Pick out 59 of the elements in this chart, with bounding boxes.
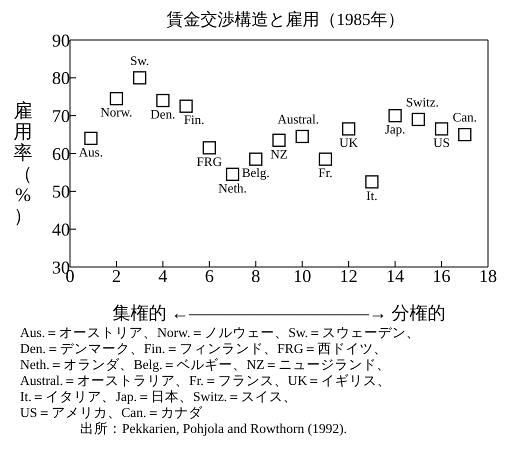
y-tick-label: 80 [52, 68, 70, 88]
text: 出所：Pekkarien, Pohjola and Rowthorn (1992). [80, 421, 348, 437]
annotation: Austral. [277, 111, 319, 126]
point [179, 100, 193, 113]
point [84, 132, 98, 146]
point [133, 71, 146, 84]
annotation: Fin. [184, 112, 204, 128]
annotation: Den. [150, 106, 176, 122]
annotation: Fr. [318, 165, 332, 180]
point [296, 130, 309, 144]
text: Aus.＝オーストリア、Norw.＝ノルウェー、Sw.＝スウェーデン、 [20, 325, 422, 341]
text: It.＝イタリア、Jap.＝日本、Switz.＝スイス、 [20, 389, 298, 405]
x-axis-title: 集権的 ←――――――――――→ 分権的 [112, 303, 446, 323]
point [458, 128, 472, 142]
point [202, 141, 216, 154]
point [434, 122, 448, 136]
point [156, 94, 170, 108]
annotation: UK [339, 134, 359, 150]
annotation: NZ [270, 146, 288, 162]
x-tick-label: 18 [479, 266, 497, 286]
annotation: Can. [452, 110, 477, 125]
point [365, 175, 379, 189]
annotation: Switz. [406, 94, 439, 110]
x-tick-label: 16 [432, 266, 451, 286]
annotation: It. [366, 188, 378, 203]
x-tick-label: 12 [340, 266, 358, 286]
annotation: Aus. [78, 144, 103, 160]
y-tick-label: 90 [52, 30, 70, 50]
text: Den.＝デンマーク、Fin.＝フィンランド、FRG＝西ドイツ、 [20, 341, 389, 357]
annotation: Neth. [218, 180, 247, 196]
point [110, 92, 124, 106]
y-axis-title: 雇用率（%） [12, 101, 34, 227]
x-tick-label: 2 [112, 266, 121, 286]
annotation: FRG [196, 154, 222, 169]
x-tick-label: 8 [251, 266, 260, 286]
y-tick-label: 60 [52, 144, 70, 164]
y-tick-label: 40 [52, 220, 70, 240]
annotation: Norw. [100, 104, 132, 120]
annotation: Belg. [242, 165, 270, 180]
text: Austral.＝オーストラリア、Fr.＝フランス、UK＝イギリス、 [20, 373, 392, 389]
point [388, 109, 402, 122]
y-tick-label: 50 [52, 182, 70, 202]
point [318, 152, 332, 166]
x-tick-label: 10 [293, 266, 312, 286]
chart-title: 賃金交渉構造と雇用（1985年） [166, 9, 406, 31]
point [412, 112, 425, 126]
text: US＝アメリカ、Can.＝カナダ [20, 405, 204, 421]
point [272, 134, 286, 147]
x-tick-label: 4 [158, 266, 168, 286]
point [249, 152, 262, 166]
annotation: Jap. [384, 122, 406, 137]
annotation: Sw. [130, 52, 150, 68]
y-tick-label: 70 [52, 106, 70, 126]
x-tick-label: 6 [204, 266, 214, 286]
point [342, 122, 356, 136]
text: Neth.＝オランダ、Belg.＝ベルギー、NZ＝ニュージランド、 [20, 357, 392, 373]
x-tick-label: 14 [386, 266, 404, 286]
annotation: US [433, 134, 450, 150]
point [226, 168, 240, 181]
